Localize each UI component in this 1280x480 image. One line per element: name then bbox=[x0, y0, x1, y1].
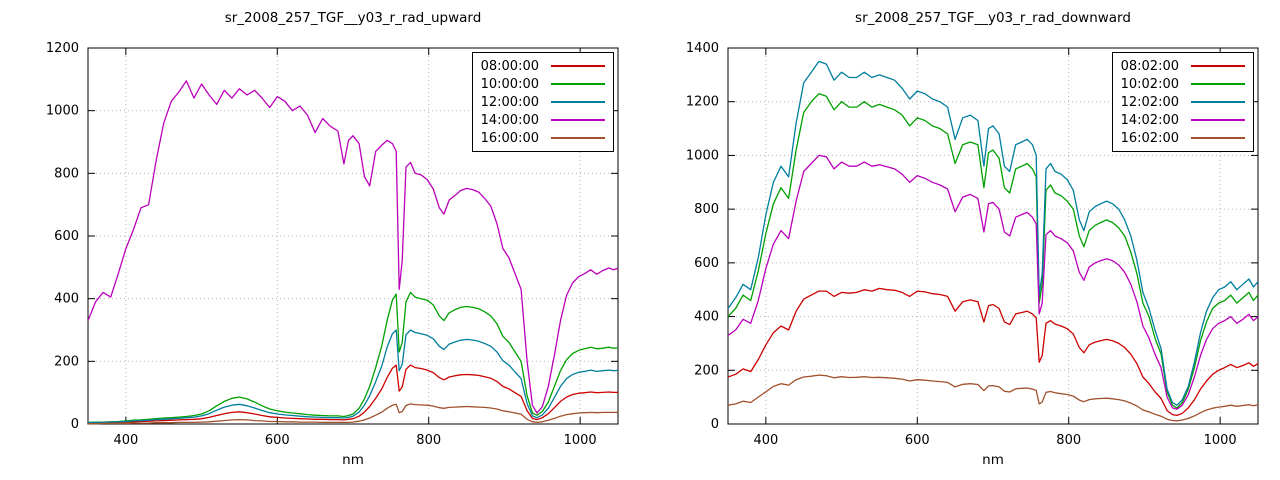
legend-entry: 12:02:00 bbox=[1121, 93, 1245, 111]
y-tick-label: 800 bbox=[54, 166, 79, 181]
series-line-12:02:00 bbox=[727, 60, 1259, 406]
y-tick-label: 1000 bbox=[686, 148, 719, 163]
chart-canvas-upward: 400 600 800 1000 0 200 400 600 800 1000 1200 bbox=[46, 41, 619, 448]
y-tick-label: 600 bbox=[54, 229, 79, 244]
y-tick-label: 400 bbox=[694, 310, 719, 325]
y-tick-label: 200 bbox=[694, 363, 719, 378]
x-tick-label: 1000 bbox=[1204, 433, 1237, 448]
x-axis-label-downward: nm bbox=[982, 452, 1004, 468]
series-line-16:00:00 bbox=[88, 403, 618, 425]
y-tick-label: 0 bbox=[71, 417, 79, 432]
series-line-08:00:00 bbox=[88, 364, 618, 424]
series-color-swatch bbox=[1191, 65, 1245, 67]
chart-title-upward: sr_2008_257_TGF__y03_r_rad_upward bbox=[224, 10, 482, 26]
x-axis-label-upward: nm bbox=[342, 452, 364, 468]
y-tick-label: 800 bbox=[694, 202, 719, 217]
series-color-swatch bbox=[551, 119, 605, 121]
series-color-swatch bbox=[551, 83, 605, 85]
y-tick-label: 1200 bbox=[686, 95, 719, 110]
series-line-14:00:00 bbox=[87, 80, 619, 414]
x-tick-label: 1000 bbox=[564, 433, 597, 448]
legend-label: 16:00:00 bbox=[480, 130, 539, 146]
legend-label: 08:02:00 bbox=[1120, 58, 1179, 74]
series-line-16:02:00 bbox=[727, 374, 1259, 422]
series-line-08:02:00 bbox=[727, 287, 1259, 417]
plot-border bbox=[727, 47, 1259, 425]
series-color-swatch bbox=[1191, 101, 1245, 103]
legend-entry: 16:02:00 bbox=[1121, 129, 1245, 147]
legend-downward: 08:02:00 10:02:00 12:02:00 14:02:00 16:0… bbox=[1111, 52, 1254, 152]
legend-entry: 14:00:00 bbox=[481, 111, 605, 129]
series-line-12:00:00 bbox=[87, 329, 619, 424]
series-color-swatch bbox=[551, 101, 605, 103]
x-tick-label: 600 bbox=[265, 433, 290, 448]
series-line-10:00:00 bbox=[87, 291, 619, 424]
chart-canvas-downward: 400 600 800 1000 0 200 400 600 800 1000 1200 1400 bbox=[686, 41, 1259, 448]
series-line-10:02:00 bbox=[727, 93, 1259, 409]
y-tick-label: 1200 bbox=[46, 41, 79, 56]
y-tick-label: 1400 bbox=[686, 41, 719, 56]
x-tick-label: 800 bbox=[1056, 433, 1081, 448]
series-color-swatch bbox=[551, 137, 605, 139]
legend-label: 14:00:00 bbox=[480, 112, 539, 128]
legend-label: 16:02:00 bbox=[1120, 130, 1179, 146]
legend-upward: 08:00:00 10:00:00 12:00:00 14:00:00 16:0… bbox=[471, 52, 614, 152]
y-tick-label: 200 bbox=[54, 354, 79, 369]
legend-entry: 12:00:00 bbox=[481, 93, 605, 111]
series-color-swatch bbox=[1191, 83, 1245, 85]
y-tick-label: 0 bbox=[711, 417, 719, 432]
chart-title-downward: sr_2008_257_TGF__y03_r_rad_downward bbox=[855, 10, 1131, 26]
legend-entry: 10:02:00 bbox=[1121, 75, 1245, 93]
legend-entry: 14:02:00 bbox=[1121, 111, 1245, 129]
legend-label: 14:02:00 bbox=[1120, 112, 1179, 128]
plot-border bbox=[87, 47, 619, 425]
series-line-14:02:00 bbox=[727, 154, 1259, 410]
x-tick-label: 400 bbox=[113, 433, 138, 448]
x-tick-label: 800 bbox=[416, 433, 441, 448]
legend-label: 08:00:00 bbox=[480, 58, 539, 74]
y-tick-label: 400 bbox=[54, 292, 79, 307]
legend-label: 10:02:00 bbox=[1120, 76, 1179, 92]
legend-label: 10:00:00 bbox=[480, 76, 539, 92]
chart-panel-upward: sr_2008_257_TGF__y03_r_rad_upward 400 600… bbox=[46, 10, 619, 468]
legend-entry: 08:00:00 bbox=[481, 57, 605, 75]
series-color-swatch bbox=[551, 65, 605, 67]
x-tick-label: 400 bbox=[753, 433, 778, 448]
y-tick-label: 600 bbox=[694, 256, 719, 271]
x-tick-label: 600 bbox=[905, 433, 930, 448]
legend-label: 12:02:00 bbox=[1120, 94, 1179, 110]
chart-panel-downward: sr_2008_257_TGF__y03_r_rad_downward 400 6… bbox=[640, 0, 1280, 480]
legend-label: 12:00:00 bbox=[480, 94, 539, 110]
legend-entry: 10:00:00 bbox=[481, 75, 605, 93]
legend-entry: 08:02:00 bbox=[1121, 57, 1245, 75]
y-tick-label: 1000 bbox=[46, 104, 79, 119]
series-color-swatch bbox=[1191, 137, 1245, 139]
series-color-swatch bbox=[1191, 119, 1245, 121]
legend-entry: 16:00:00 bbox=[481, 129, 605, 147]
